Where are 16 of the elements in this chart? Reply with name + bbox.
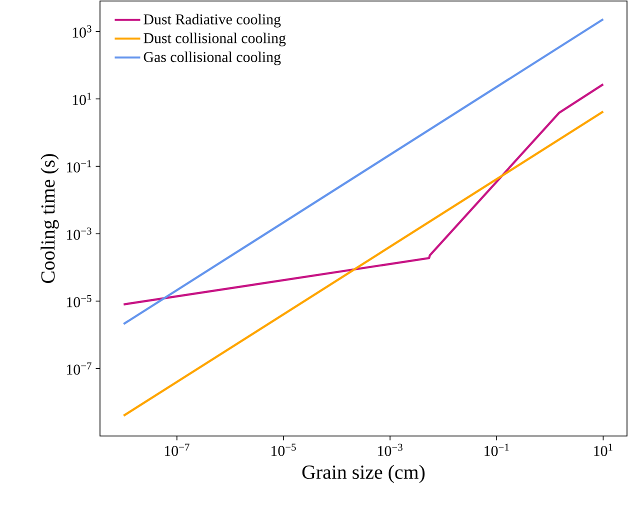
y-tick-label: 10$^{−1}$: [66, 160, 92, 172]
legend-label: Dust Radiative cooling: [144, 14, 281, 28]
y-tick-label: 10$^{−7}$: [66, 362, 92, 375]
x-tick-label: 10$^{−3}$: [378, 444, 402, 456]
legend-label: Gas collisional cooling: [144, 52, 281, 66]
x-tick-label: 10$^{−1}$: [484, 444, 509, 456]
x-tick-label: 10$^{1}$: [594, 444, 612, 456]
y-tick-label: 10$^{3}$: [72, 25, 92, 38]
y-tick-label: 10$^{−3}$: [66, 228, 92, 240]
y-axis-title: Cooling time (s): [40, 154, 59, 283]
legend-label: Dust collisional cooling: [144, 32, 286, 46]
y-tick-label: 10$^{1}$: [72, 92, 92, 105]
x-tick-label: 10$^{−7}$: [164, 444, 190, 456]
y-tick-label: 10$^{−5}$: [66, 295, 92, 308]
x-tick-label: 10$^{−5}$: [272, 444, 296, 456]
x-axis-title: Grain size (cm): [302, 464, 425, 483]
